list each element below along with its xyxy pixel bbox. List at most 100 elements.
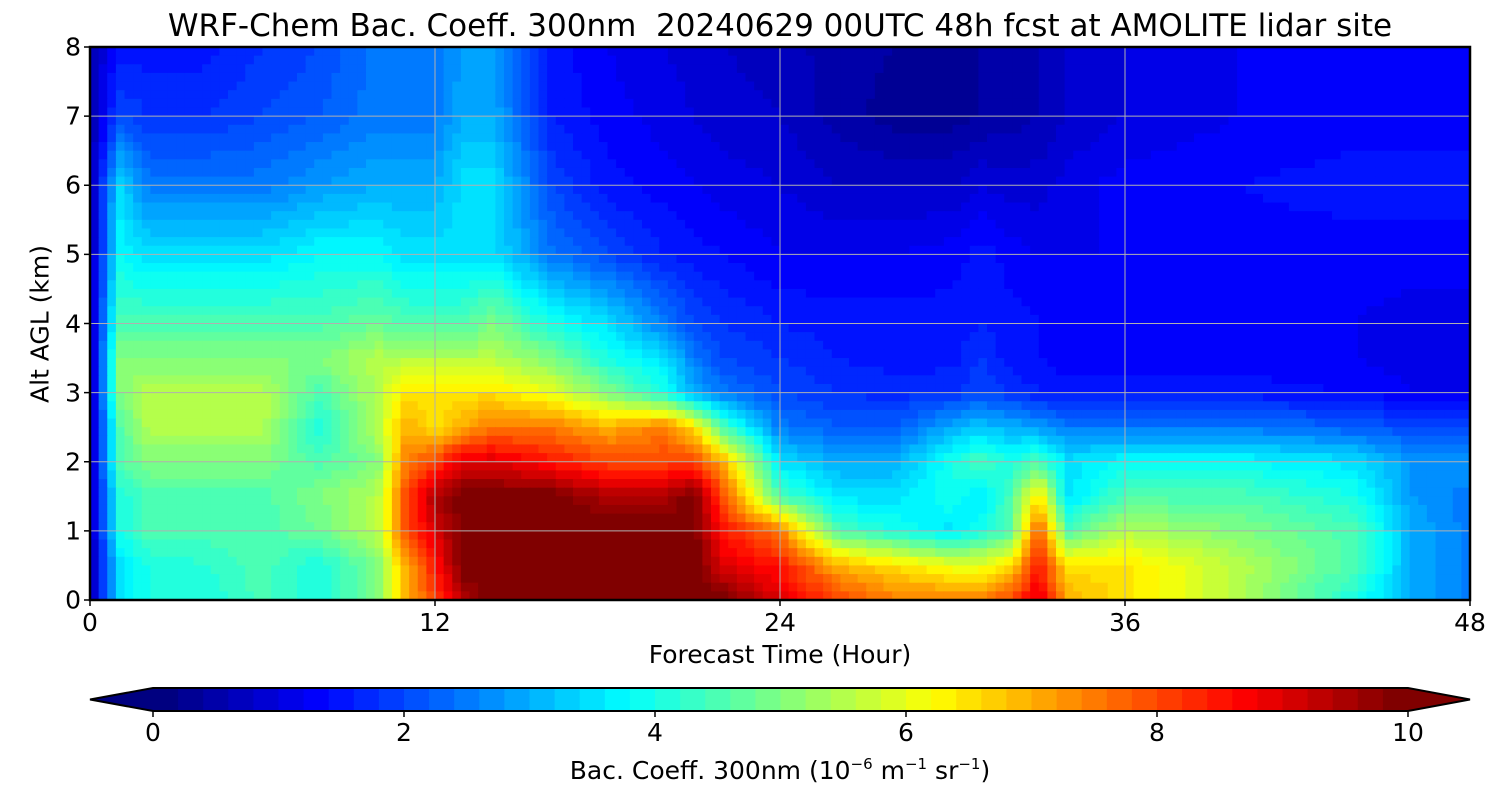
heatmap-cell — [1332, 288, 1342, 299]
heatmap-cell — [1185, 185, 1195, 195]
heatmap-cell — [1340, 90, 1350, 100]
heatmap-cell — [219, 211, 229, 221]
heatmap-cell — [1176, 271, 1186, 281]
heatmap-cell — [943, 142, 954, 152]
heatmap-cell — [961, 159, 971, 169]
heatmap-cell — [1081, 116, 1092, 126]
heatmap-cell — [573, 185, 583, 195]
heatmap-cell — [1116, 211, 1126, 221]
heatmap-cell — [1245, 47, 1255, 57]
heatmap-cell — [1219, 98, 1230, 109]
heatmap-cell — [1194, 90, 1204, 100]
heatmap-cell — [1383, 81, 1393, 91]
heatmap-cell — [788, 176, 798, 186]
heatmap-cell — [1263, 228, 1273, 238]
heatmap-cell — [400, 133, 410, 143]
heatmap-cell — [573, 254, 583, 264]
heatmap-cell — [417, 228, 427, 238]
heatmap-cell — [1116, 237, 1126, 247]
heatmap-cell — [624, 176, 634, 186]
heatmap-cell — [1004, 254, 1014, 264]
heatmap-cell — [659, 193, 669, 204]
heatmap-cell — [1228, 142, 1238, 152]
heatmap-cell — [210, 263, 220, 273]
heatmap-cell — [98, 202, 108, 212]
heatmap-cell — [331, 64, 341, 74]
heatmap-cell — [305, 81, 315, 91]
heatmap-cell — [633, 176, 643, 186]
heatmap-cell — [978, 55, 988, 65]
heatmap-cell — [1263, 167, 1273, 178]
heatmap-cell — [1444, 202, 1454, 212]
heatmap-cell — [1340, 107, 1350, 117]
heatmap-cell — [598, 271, 609, 281]
heatmap-cell — [1435, 107, 1445, 117]
heatmap-cell — [1263, 271, 1273, 281]
heatmap-cell — [1150, 271, 1161, 281]
heatmap-cell — [1357, 306, 1368, 316]
heatmap-cell — [1133, 280, 1143, 290]
heatmap-cell — [1107, 237, 1117, 247]
heatmap-cell — [1349, 306, 1359, 316]
heatmap-cell — [1340, 245, 1350, 255]
heatmap-cell — [607, 124, 617, 135]
heatmap-cell — [642, 211, 652, 221]
heatmap-cell — [702, 124, 712, 135]
heatmap-cell — [685, 81, 695, 91]
heatmap-cell — [504, 219, 514, 230]
heatmap-cell — [1254, 55, 1264, 65]
heatmap-cell — [322, 211, 333, 221]
heatmap-cell — [1340, 116, 1350, 126]
heatmap-cell — [245, 133, 255, 143]
heatmap-cell — [426, 211, 436, 221]
heatmap-cell — [1254, 64, 1264, 74]
heatmap-cell — [943, 150, 954, 160]
heatmap-cell — [90, 81, 100, 91]
heatmap-cell — [1383, 90, 1393, 100]
heatmap-cell — [1237, 72, 1247, 83]
heatmap-cell — [788, 107, 798, 117]
heatmap-cell — [193, 228, 203, 238]
heatmap-cell — [1211, 150, 1221, 160]
heatmap-cell — [460, 124, 471, 135]
heatmap-cell — [495, 297, 505, 307]
heatmap-cell — [693, 142, 703, 152]
heatmap-cell — [452, 98, 462, 109]
heatmap-cell — [676, 237, 686, 247]
heatmap-cell — [348, 228, 358, 238]
heatmap-cell — [1090, 167, 1100, 178]
heatmap-cell — [1185, 245, 1195, 255]
heatmap-cell — [1004, 64, 1014, 74]
heatmap-cell — [719, 124, 729, 135]
heatmap-cell — [1176, 193, 1186, 204]
heatmap-cell — [1142, 159, 1152, 169]
heatmap-cell — [460, 271, 471, 281]
heatmap-cell — [1288, 107, 1299, 117]
heatmap-cell — [797, 159, 807, 169]
heatmap-cell — [616, 81, 626, 91]
heatmap-cell — [383, 159, 393, 169]
heatmap-cell — [1116, 193, 1126, 204]
heatmap-cell — [1125, 64, 1135, 74]
heatmap-cell — [840, 107, 850, 117]
heatmap-cell — [1012, 124, 1023, 135]
heatmap-cell — [969, 245, 979, 255]
heatmap-cell — [1012, 185, 1023, 195]
heatmap-cell — [1202, 297, 1212, 307]
heatmap-cell — [961, 219, 971, 230]
heatmap-cell — [176, 47, 186, 57]
heatmap-cell — [1211, 237, 1221, 247]
heatmap-cell — [831, 297, 841, 307]
heatmap-cell — [1064, 150, 1074, 160]
heatmap-cell — [219, 280, 229, 290]
heatmap-cell — [115, 64, 126, 74]
heatmap-cell — [952, 176, 962, 186]
heatmap-cell — [1375, 98, 1385, 109]
heatmap-cell — [1081, 142, 1092, 152]
heatmap-cell — [547, 124, 557, 135]
heatmap-cell — [469, 98, 479, 109]
heatmap-cell — [1125, 98, 1135, 109]
heatmap-cell — [409, 193, 419, 204]
heatmap-cell — [1452, 90, 1462, 100]
heatmap-cell — [642, 237, 652, 247]
